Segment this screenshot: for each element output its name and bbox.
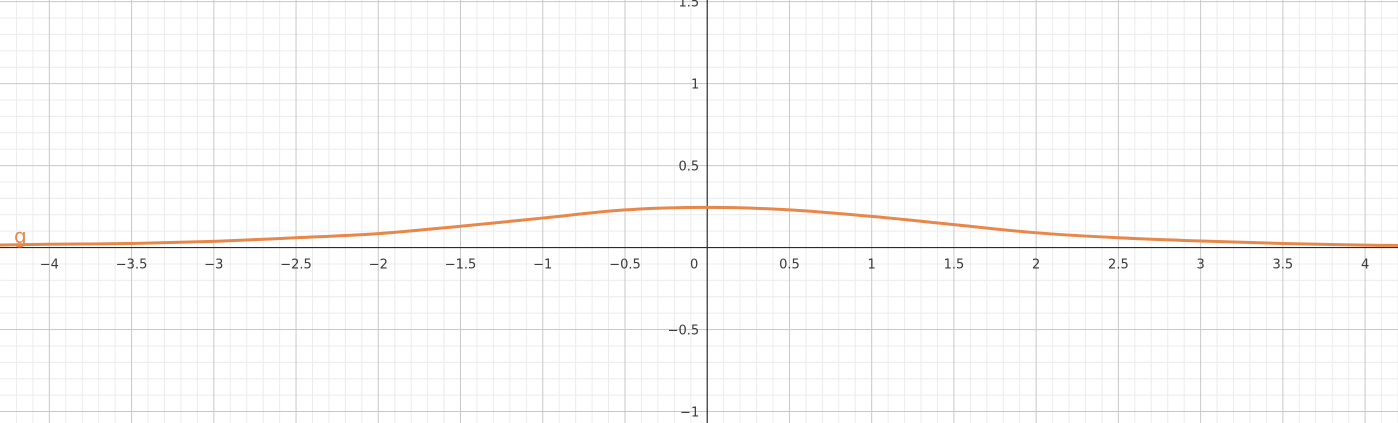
x-tick-label: 4 bbox=[1361, 258, 1369, 273]
x-tick-label: 3 bbox=[1196, 258, 1204, 273]
series-label-g: g bbox=[14, 224, 27, 248]
y-tick-label: 0.5 bbox=[679, 160, 700, 175]
x-tick-label: 0.5 bbox=[779, 258, 800, 273]
y-tick-label: 1.5 bbox=[679, 0, 700, 11]
y-tick-label: 1 bbox=[691, 78, 699, 93]
x-tick-label: −3.5 bbox=[116, 258, 148, 273]
x-tick-label: −1 bbox=[533, 258, 552, 273]
y-tick-label: −0.5 bbox=[668, 324, 700, 339]
series-layer[interactable]: g bbox=[0, 205, 1398, 248]
series-curve-g[interactable] bbox=[0, 205, 1398, 247]
x-tick-label: 2.5 bbox=[1108, 258, 1129, 273]
x-tick-label: 1.5 bbox=[944, 258, 965, 273]
x-tick-label: −4 bbox=[40, 258, 59, 273]
x-tick-label: 2 bbox=[1032, 258, 1040, 273]
x-tick-label: −3 bbox=[204, 258, 223, 273]
x-tick-label: 0 bbox=[690, 258, 698, 273]
x-tick-label: −1.5 bbox=[445, 258, 477, 273]
y-tick-label: −1 bbox=[680, 406, 699, 421]
x-tick-label: 3.5 bbox=[1273, 258, 1294, 273]
x-tick-label: −0.5 bbox=[609, 258, 641, 273]
y-axis-tick-labels: 1.5 1 0.5 −0.5 −1 bbox=[668, 0, 700, 421]
x-tick-label: 1 bbox=[868, 258, 876, 273]
x-tick-label: −2.5 bbox=[280, 258, 312, 273]
x-tick-label: −2 bbox=[369, 258, 388, 273]
x-axis-tick-labels: −4 −3.5 −3 −2.5 −2 −1.5 −1 −0.5 0 0.5 1 1.5 2 2.5 3 3.5… bbox=[40, 258, 1369, 273]
